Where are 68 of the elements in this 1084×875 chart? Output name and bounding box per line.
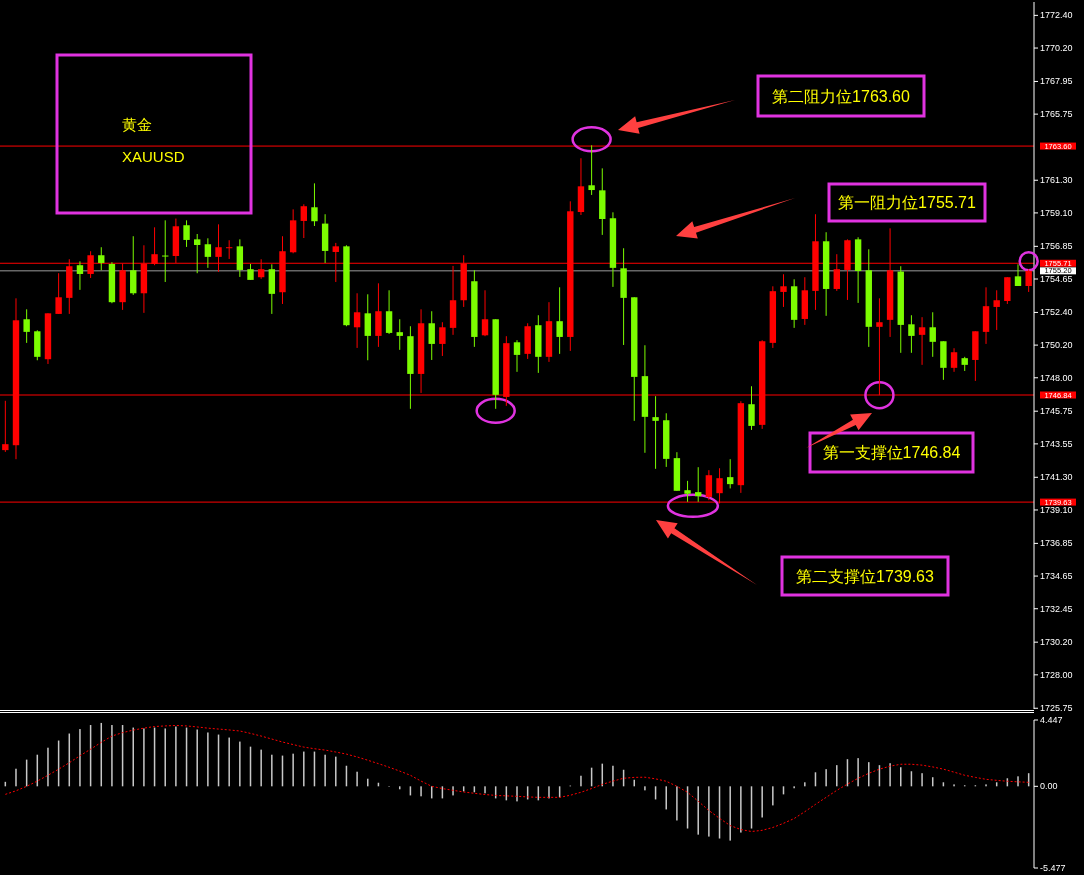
y-tick-label: 1761.30 — [1040, 175, 1073, 186]
candlestick — [364, 293, 371, 361]
candlestick — [727, 458, 734, 489]
y-tick-label: 0.00 — [1040, 781, 1058, 792]
y-tick-label: 1745.75 — [1040, 406, 1073, 417]
y-tick-label: 1750.20 — [1040, 340, 1073, 351]
candlestick — [76, 260, 84, 291]
candlestick — [130, 235, 137, 296]
candlestick — [236, 238, 244, 278]
candlestick — [513, 339, 521, 373]
candlestick — [204, 237, 212, 269]
candlestick — [588, 144, 595, 196]
y-tick-label: 1767.95 — [1040, 76, 1073, 87]
y-tick-label: 1748.00 — [1040, 372, 1073, 383]
candlestick — [2, 400, 9, 453]
y-tick-label: 1728.00 — [1040, 669, 1073, 680]
y-tick-label: 1732.45 — [1040, 603, 1073, 614]
candlestick — [225, 239, 233, 260]
candlestick — [311, 182, 318, 227]
y-tick-label: 1725.75 — [1040, 703, 1073, 714]
y-tick-label: 1772.40 — [1040, 10, 1073, 21]
candlestick — [353, 292, 361, 349]
annotation: 第二阻力位1763.60 — [772, 87, 911, 105]
y-tick-label: 1743.55 — [1040, 438, 1073, 449]
candlestick — [918, 316, 926, 366]
candlestick — [684, 480, 691, 503]
annotation: 第二支撑位1739.63 — [796, 567, 935, 585]
candlestick — [929, 311, 936, 358]
y-tick-label: 1754.65 — [1040, 274, 1073, 285]
candlestick — [1014, 263, 1022, 287]
candlestick — [652, 395, 659, 470]
candlestick — [556, 286, 563, 355]
candlestick — [1025, 268, 1032, 293]
candlestick — [98, 246, 105, 271]
candlestick — [55, 272, 62, 315]
candlestick — [993, 289, 1000, 331]
y-tick-label: 1759.10 — [1040, 207, 1073, 218]
candlestick — [780, 273, 787, 308]
candlestick — [908, 314, 915, 354]
candlestick — [428, 310, 435, 361]
y-tick-label: -5.477 — [1040, 863, 1066, 873]
y-tick-label: 1741.30 — [1040, 472, 1073, 483]
candlestick — [183, 219, 190, 248]
candlestick — [194, 233, 201, 274]
y-tick-label: 1730.20 — [1040, 637, 1073, 648]
y-tick-label: 1752.40 — [1040, 307, 1073, 318]
candlestick — [950, 347, 958, 373]
candlestick — [385, 289, 393, 335]
candlestick — [481, 289, 489, 337]
candlestick — [396, 318, 403, 351]
candlestick — [439, 321, 446, 357]
candlestick — [23, 308, 30, 344]
y-tick-label: 1734.65 — [1040, 571, 1073, 582]
annotation: 第一支撑位1746.84 — [822, 444, 961, 461]
candlestick — [695, 466, 702, 503]
y-tick-label: 1736.85 — [1040, 538, 1073, 549]
text: 黄金 — [122, 116, 152, 133]
candlestick — [300, 203, 307, 239]
annotation: 第一阻力位1755.71 — [838, 194, 977, 211]
candlestick — [748, 385, 755, 431]
y-tick-label: 1739.10 — [1040, 504, 1073, 515]
y-tick-label: 1765.75 — [1040, 109, 1073, 120]
y-tick-label: 4.447 — [1040, 715, 1063, 725]
y-tick-label: 1770.20 — [1040, 43, 1073, 54]
text: XAUUSD — [122, 148, 185, 165]
candlestick — [162, 219, 169, 283]
candlestick — [1004, 276, 1011, 305]
y-tick-label: 1756.85 — [1040, 241, 1073, 252]
